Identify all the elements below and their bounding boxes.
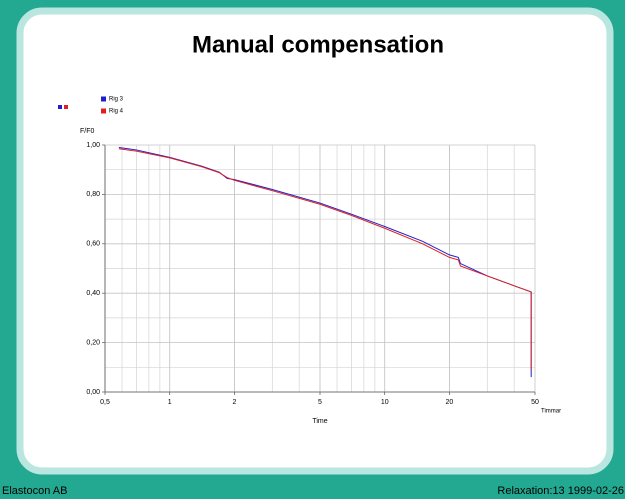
- y-axis-label: F/F0: [80, 128, 94, 135]
- x-tick-label: 0,5: [100, 399, 110, 406]
- y-tick-label: 0,00: [86, 389, 100, 396]
- x-axis-label: Time: [312, 418, 327, 425]
- y-tick-label: 0,80: [86, 191, 100, 198]
- x-tick-label: 50: [531, 399, 539, 406]
- x-unit: Timmar: [541, 409, 561, 415]
- y-tick-label: 0,20: [86, 339, 100, 346]
- footer-right: Relaxation:13 1999-02-26: [497, 485, 624, 497]
- chart-title: Manual compensation: [192, 31, 444, 58]
- legend-icon: [64, 105, 68, 109]
- x-tick-label: 5: [318, 399, 322, 406]
- legend-swatch: [101, 108, 106, 114]
- legend-swatch: [101, 96, 106, 102]
- y-tick-label: 1,00: [86, 142, 100, 149]
- y-tick-label: 0,40: [86, 290, 100, 297]
- y-tick-label: 0,60: [86, 241, 100, 248]
- x-tick-label: 2: [232, 399, 236, 406]
- x-tick-label: 1: [168, 399, 172, 406]
- legend-label: Rig 4: [109, 109, 124, 115]
- panel: [16, 7, 614, 475]
- x-tick-label: 20: [446, 399, 454, 406]
- legend-label: Rig 3: [109, 97, 124, 103]
- series-line: [118, 148, 532, 370]
- footer-left: Elastocon AB: [2, 485, 67, 497]
- legend-icon: [58, 105, 62, 109]
- x-tick-label: 10: [381, 399, 389, 406]
